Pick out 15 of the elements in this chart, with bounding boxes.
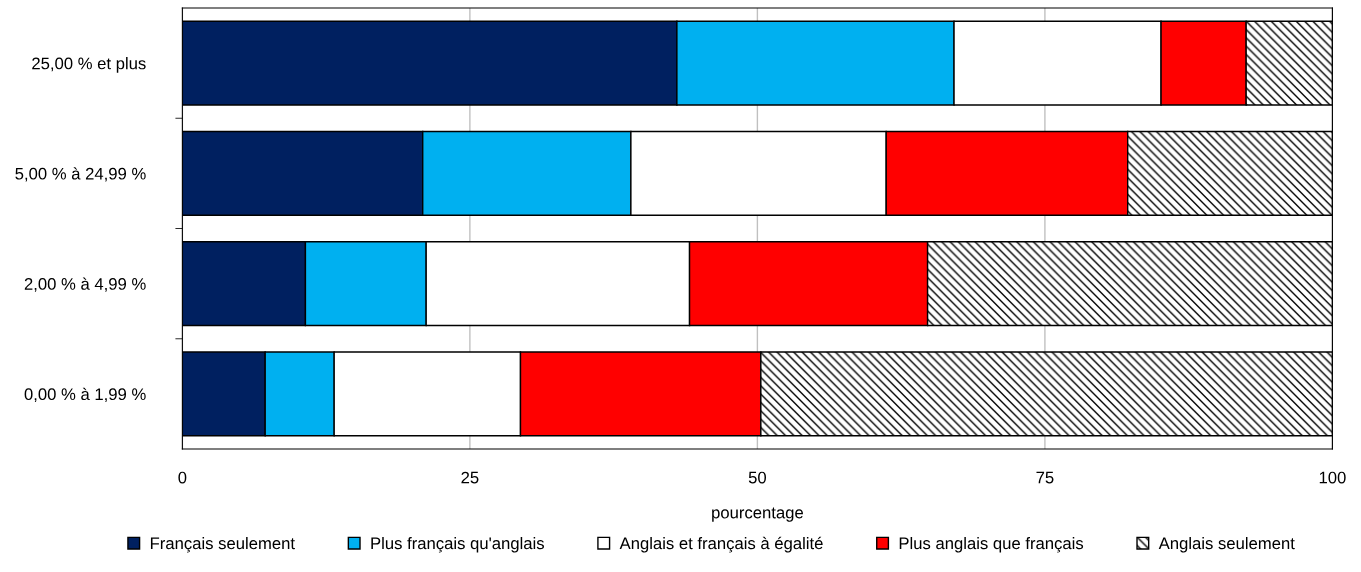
y-tick-label: 0,00 % à 1,99 %	[24, 387, 146, 403]
x-tick-label: 0	[178, 471, 187, 484]
x-tick-label: 50	[748, 471, 767, 484]
legend-label: Anglais seulement	[1158, 536, 1295, 553]
x-axis-title: pourcentage	[712, 507, 803, 522]
x-tick-label: 75	[1036, 471, 1054, 484]
legend-label: Anglais et français à égalité	[619, 536, 823, 553]
y-tick-label: 25,00 % et plus	[32, 57, 146, 73]
legend-label: Français seulement	[150, 536, 295, 553]
y-tick-label: 2,00 % à 4,99 %	[24, 277, 146, 292]
legend-label: Plus anglais que français	[899, 536, 1084, 553]
x-tick-label: 25	[461, 471, 479, 484]
legend-label: Plus français qu'anglais	[371, 536, 544, 553]
y-tick-label: 5,00 % à 24,99 %	[15, 167, 146, 182]
x-tick-label: 100	[1319, 471, 1346, 484]
